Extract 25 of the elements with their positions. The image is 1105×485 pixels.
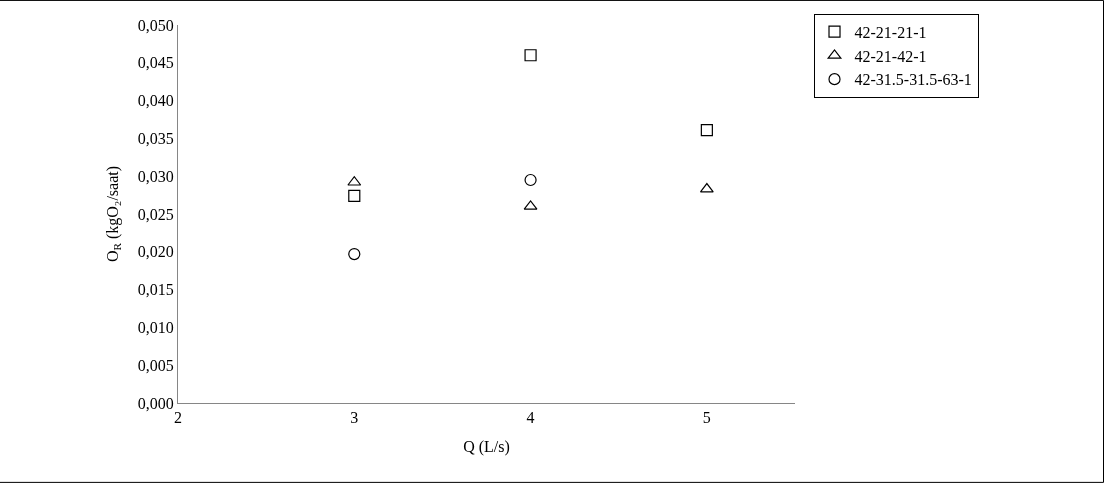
y-tick-label: 0,005 [137,356,174,374]
legend-label: 42-21-21-1 [854,23,927,41]
y-tick-label: 0,025 [137,205,174,223]
point [700,123,713,137]
x-axis-title: Q (L/s) [463,437,510,456]
y-tick-label: 0,030 [137,167,174,185]
y-tick-label: 0,020 [137,243,174,261]
x-tick-label: 2 [174,409,182,427]
y-tick-label: 0,010 [137,319,174,336]
x-tick-label: 3 [350,409,359,427]
y-tick-label: 0,040 [137,92,174,110]
legend-label: 42-31.5-31.5-63-1 [854,71,972,89]
y-tick-label: 0,015 [137,281,174,299]
point [524,49,537,62]
y-tick-label: 0,000 [137,394,174,412]
x-tick-label: 5 [702,409,711,427]
y-tick-label: 0,045 [137,54,174,72]
legend-label: 42-21-42-1 [854,47,927,65]
point [524,173,537,187]
point [348,247,361,261]
y-tick-label: 0,035 [137,130,174,147]
x-tick-label: 4 [526,409,535,427]
y-tick-label: 0,050 [137,16,174,34]
point [699,182,714,193]
point [348,189,361,202]
